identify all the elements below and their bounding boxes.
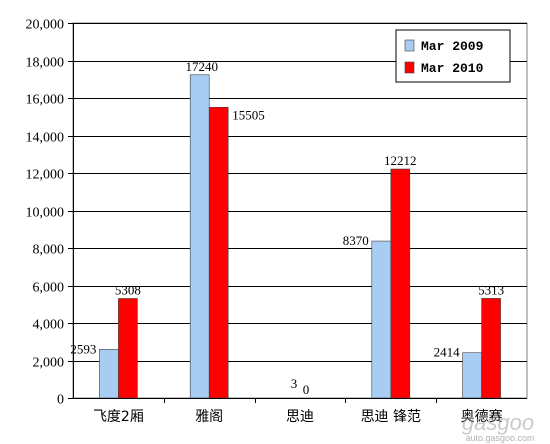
data-label: 15505	[232, 107, 265, 122]
data-label: 8370	[343, 233, 369, 248]
watermark-logo: gasgoo	[462, 410, 534, 435]
data-label: 5308	[115, 282, 141, 297]
legend-swatch	[404, 61, 415, 74]
data-label: 3	[291, 376, 298, 391]
y-tick-label: 18,000	[26, 56, 65, 71]
y-tick-label: 14,000	[26, 131, 65, 146]
bar-mar-2010	[208, 106, 229, 399]
y-tick-label: 12,000	[26, 168, 65, 183]
bar-mar-2009	[99, 349, 119, 399]
x-category-label: 雅阁	[195, 409, 223, 425]
data-label: 2593	[70, 341, 96, 356]
data-label: 0	[303, 382, 310, 397]
legend-swatch	[404, 39, 415, 52]
x-category-label: 奥德赛	[461, 408, 503, 425]
y-tick-label: 20,000	[26, 18, 65, 33]
bar-mar-2010	[390, 168, 411, 399]
legend-label: Mar 2010	[421, 61, 484, 76]
y-tick-label: 0	[57, 393, 64, 408]
bar-mar-2009	[371, 240, 392, 399]
y-tick-label: 10,000	[26, 206, 65, 221]
data-label: 17240	[185, 59, 218, 74]
legend-label: Mar 2009	[421, 39, 484, 54]
data-label: 2414	[434, 345, 461, 360]
bars	[99, 74, 501, 399]
y-tick-label: 8,000	[33, 243, 65, 258]
bar-mar-2010	[118, 298, 138, 399]
y-tick-label: 6,000	[33, 281, 65, 296]
gridlines	[72, 22, 528, 399]
axes	[68, 23, 527, 403]
plot-area	[72, 22, 528, 399]
legend: Mar 2009 Mar 2010	[395, 29, 511, 83]
x-category-label: 飞度2厢	[93, 409, 144, 425]
bar-mar-2009	[462, 352, 482, 399]
y-tick-label: 4,000	[33, 318, 65, 333]
labels: 0 2,000 4,000 6,000 8,000 10,000 12,000 14,000 1…	[26, 18, 505, 426]
data-label: 5313	[478, 282, 504, 297]
x-category-label: 思迪 锋范	[361, 408, 421, 425]
watermark-url: auto.gasgoo.com	[465, 433, 534, 443]
bar-mar-2010	[481, 298, 501, 399]
x-category-label: 思迪	[286, 409, 314, 425]
data-label: 12212	[384, 153, 417, 168]
legend-box	[395, 29, 511, 83]
y-tick-label: 2,000	[33, 356, 65, 371]
bar-mar-2009	[189, 74, 210, 399]
y-tick-label: 16,000	[26, 93, 65, 108]
